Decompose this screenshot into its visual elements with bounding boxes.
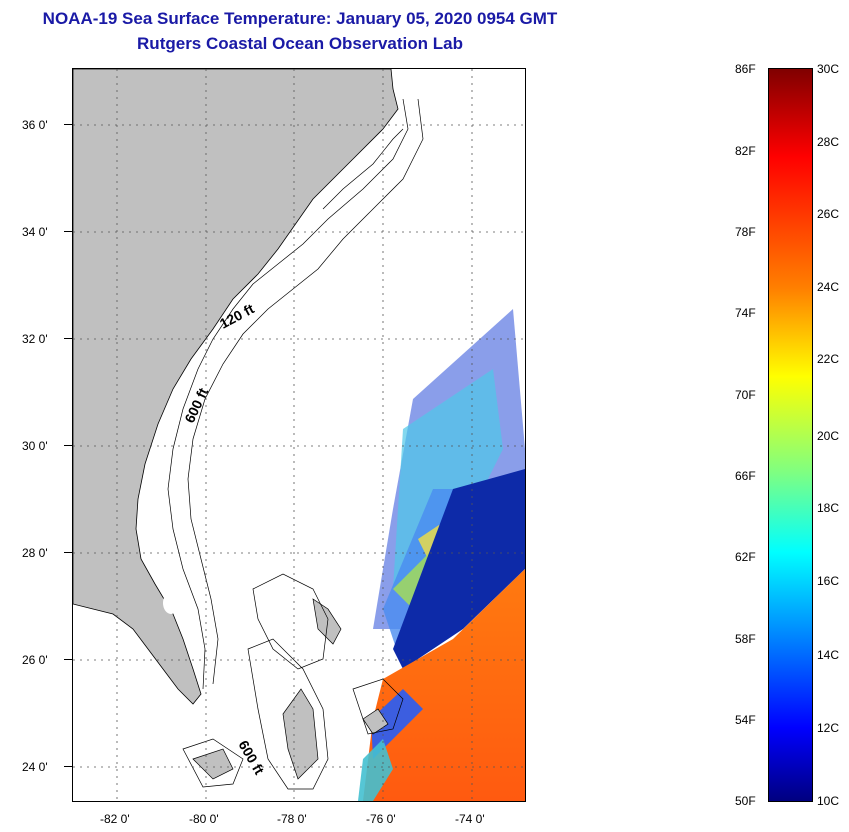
- lat-label-24: 24 0': [22, 760, 48, 774]
- cb-f-54: 54F: [735, 713, 756, 727]
- land-mass: [73, 69, 404, 780]
- cb-c-26: 26C: [817, 207, 840, 221]
- cb-f-82: 82F: [735, 144, 756, 158]
- lat-label-36: 36 0': [22, 118, 48, 132]
- cb-f-70: 70F: [735, 388, 756, 402]
- cb-f-58: 58F: [735, 632, 756, 646]
- lon-label-78: -78 0': [277, 812, 307, 826]
- cb-c-20: 20C: [817, 429, 840, 443]
- cb-c-16: 16C: [817, 574, 840, 588]
- cb-f-66: 66F: [735, 469, 756, 483]
- map-subtitle: Rutgers Coastal Ocean Observation Lab: [137, 34, 463, 53]
- contour-label-600ft: 600 ft: [181, 385, 211, 425]
- lat-lon-grid: [73, 69, 525, 801]
- lon-label-82: -82 0': [100, 812, 130, 826]
- temperature-colorbar: [768, 68, 813, 802]
- cb-f-78: 78F: [735, 225, 756, 239]
- cb-f-50: 50F: [735, 794, 756, 808]
- cb-f-86: 86F: [735, 62, 756, 76]
- map-title: NOAA-19 Sea Surface Temperature: January…: [42, 9, 558, 28]
- cb-c-22: 22C: [817, 352, 840, 366]
- cb-c-18: 18C: [817, 501, 840, 515]
- cb-c-10: 10C: [817, 794, 840, 808]
- lon-label-76: -76 0': [366, 812, 396, 826]
- lat-label-32: 32 0': [22, 332, 48, 346]
- sst-map-panel: 120 ft 600 ft 600 ft: [72, 68, 526, 802]
- lat-label-28: 28 0': [22, 546, 48, 560]
- lon-label-74: -74 0': [455, 812, 485, 826]
- lat-label-30: 30 0': [22, 439, 48, 453]
- sst-map: 120 ft 600 ft 600 ft: [73, 69, 525, 801]
- cb-c-12: 12C: [817, 721, 840, 735]
- lon-label-80: -80 0': [189, 812, 219, 826]
- lat-label-26: 26 0': [22, 653, 48, 667]
- cb-c-24: 24C: [817, 280, 840, 294]
- sst-data-swath: [351, 144, 525, 801]
- cb-c-28: 28C: [817, 135, 840, 149]
- cb-c-14: 14C: [817, 648, 840, 662]
- lat-label-34: 34 0': [22, 225, 48, 239]
- cb-f-74: 74F: [735, 306, 756, 320]
- cb-c-30: 30C: [817, 62, 840, 76]
- cb-f-62: 62F: [735, 550, 756, 564]
